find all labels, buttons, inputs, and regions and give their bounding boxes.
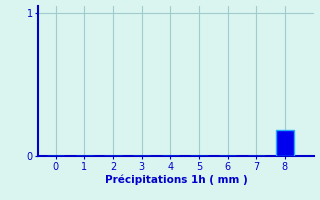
X-axis label: Précipitations 1h ( mm ): Précipitations 1h ( mm ) bbox=[105, 174, 247, 185]
Bar bbox=[276, 130, 293, 156]
